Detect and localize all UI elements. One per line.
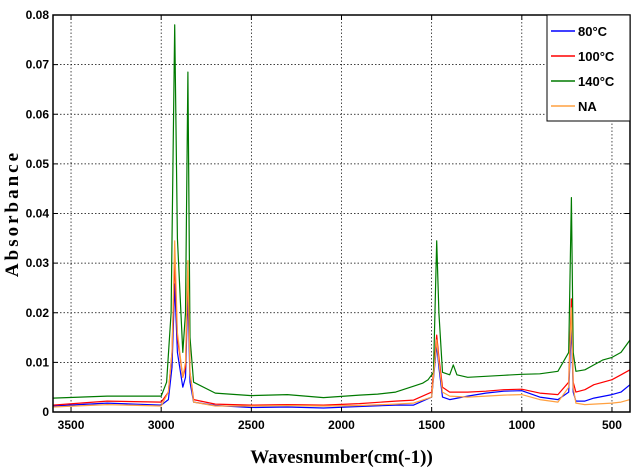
legend-label: 80°C (578, 24, 608, 39)
y-tick-labels: 0 0.01 0.02 0.03 0.04 0.05 0.06 0.07 0.08 (26, 8, 50, 419)
legend-label: 100°C (578, 49, 615, 64)
y-tick-label: 0.04 (26, 207, 50, 221)
y-tick-label: 0.07 (26, 58, 50, 72)
y-tick-label: 0.06 (26, 107, 50, 121)
legend-label: 140°C (578, 74, 615, 89)
y-axis-title: Absorbance (2, 150, 23, 277)
y-tick-label: 0 (42, 405, 49, 419)
series-line (52, 240, 631, 408)
legend: 80°C 100°C 140°C NA (546, 14, 631, 122)
x-tick-label: 500 (602, 418, 622, 432)
y-tick-label: 0.05 (26, 157, 50, 171)
x-tick-label: 3500 (58, 418, 85, 432)
x-tick-labels: 3500 3000 2500 2000 1500 1000 500 (58, 418, 623, 432)
legend-label: NA (578, 99, 597, 114)
y-tick-label: 0.02 (26, 306, 50, 320)
y-tick-label: 0.03 (26, 256, 50, 270)
series-layer (52, 24, 631, 409)
y-tick-label: 0.01 (26, 355, 50, 369)
legend-box (546, 14, 631, 122)
x-tick-label: 2500 (238, 418, 265, 432)
x-axis-title: Wavesnumber(cm(-1)) (250, 447, 433, 468)
y-tick-label: 0.08 (26, 8, 50, 22)
x-tick-label: 1000 (508, 418, 535, 432)
x-tick-label: 2000 (328, 418, 355, 432)
x-tick-label: 3000 (148, 418, 175, 432)
x-tick-label: 1500 (418, 418, 445, 432)
grid (53, 15, 630, 412)
